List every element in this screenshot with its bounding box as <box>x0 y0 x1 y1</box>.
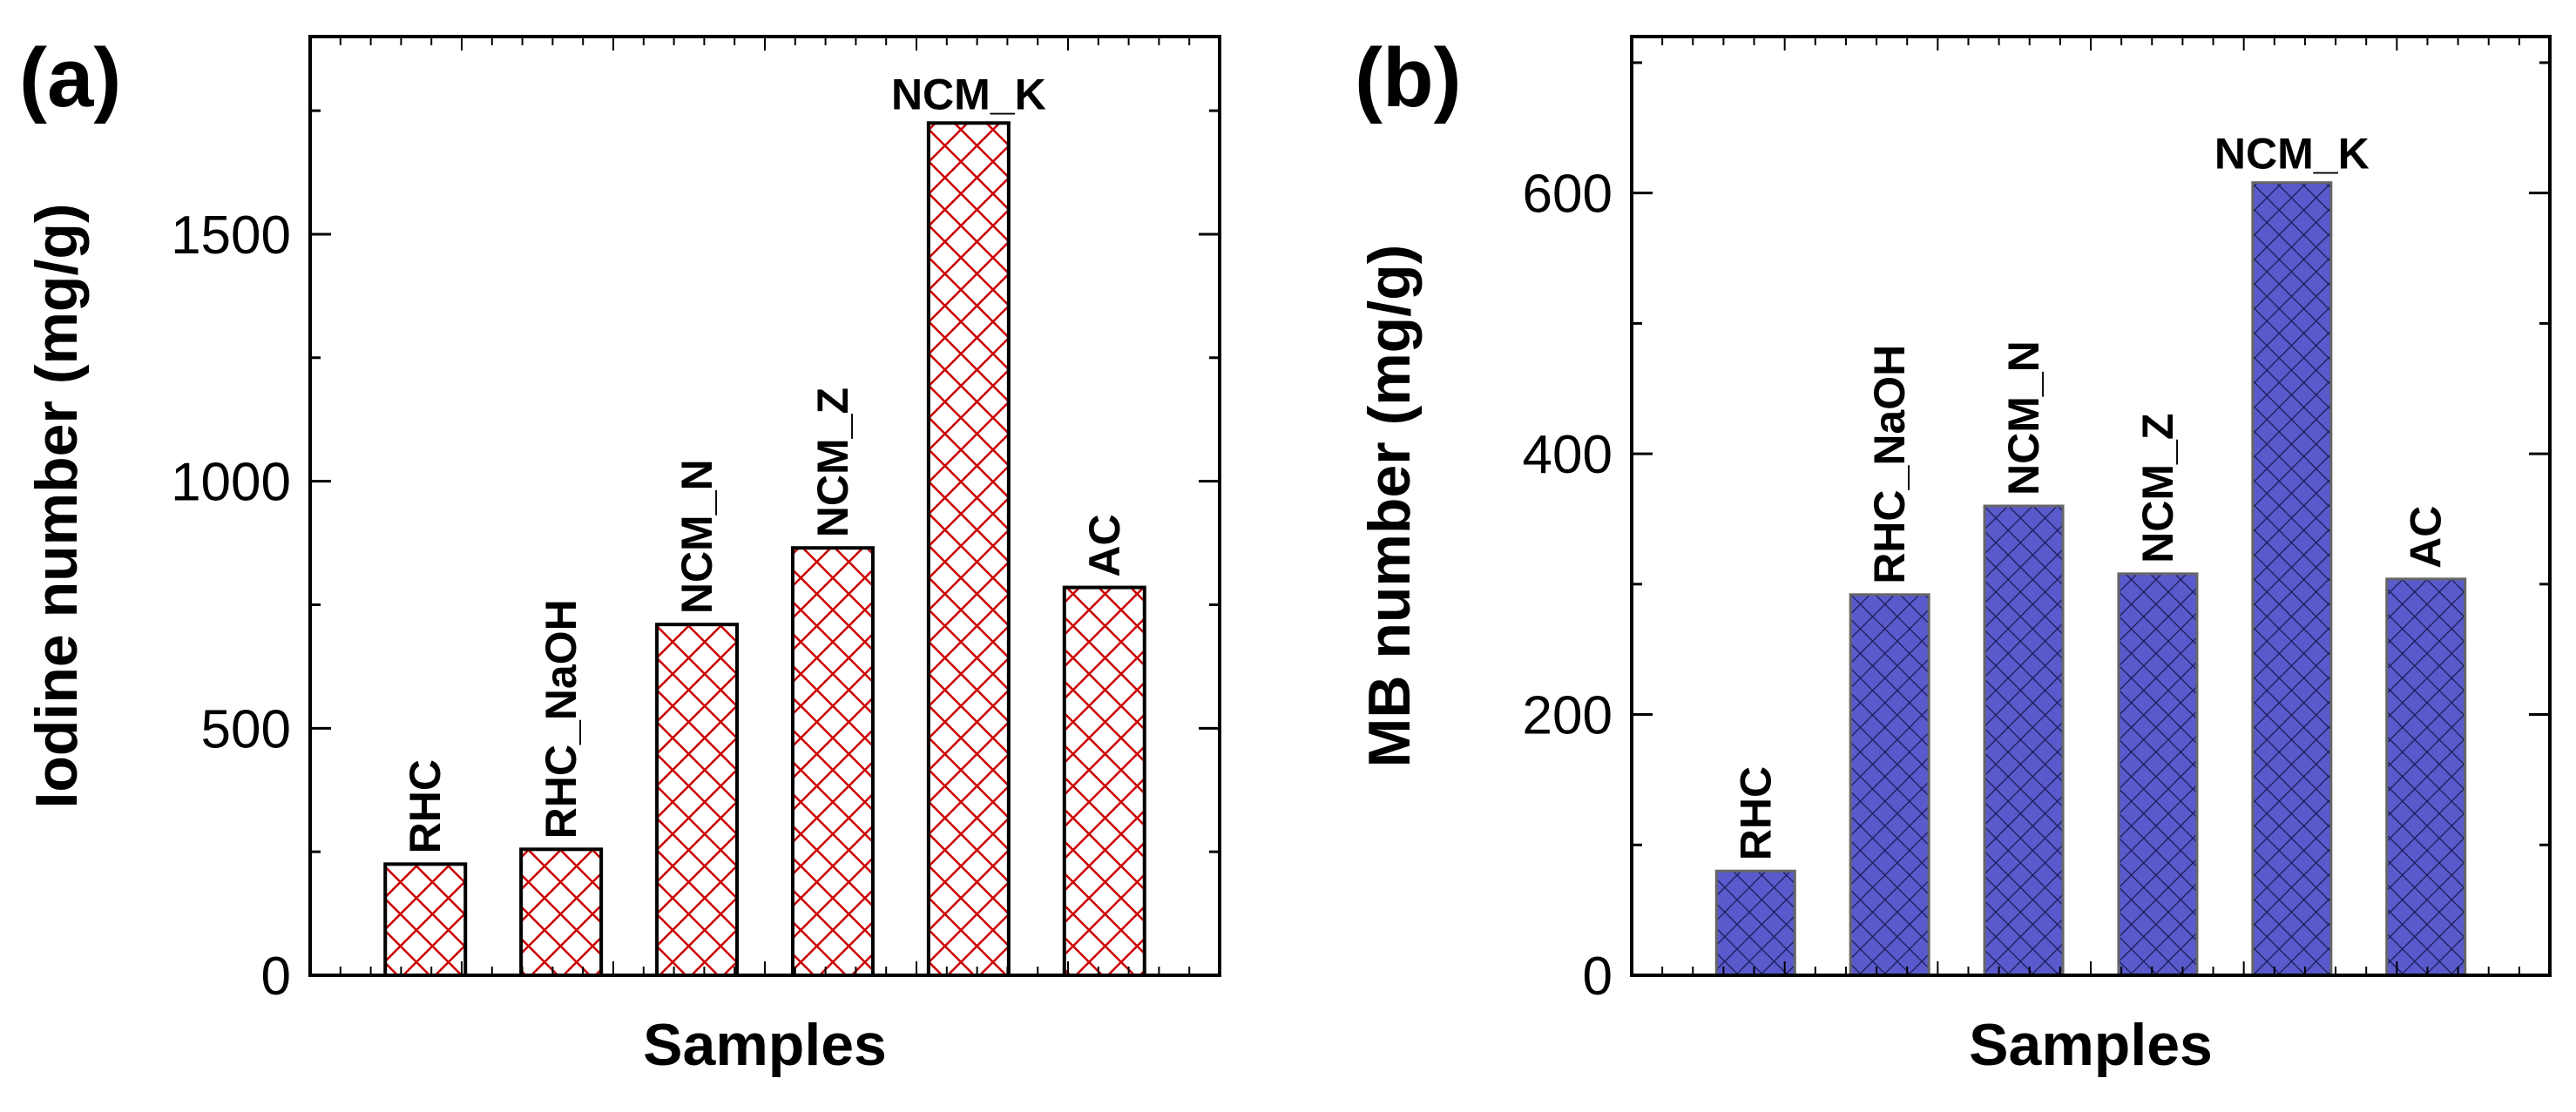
panel-a-y-tick-labels: 0 500 1000 1500 <box>171 206 291 1007</box>
panel-a-y-tick-label: 1000 <box>171 453 291 513</box>
panel-b-x-axis-title: Samples <box>1969 1012 2213 1078</box>
panel-b-bar-label-ncm-k: NCM_K <box>2214 130 2370 179</box>
panel-a-letter: (a) <box>19 31 121 125</box>
panel-b-bars <box>1714 181 2467 977</box>
panel-a-bar-label-ncm-k: NCM_K <box>891 70 1046 118</box>
panel-a: (a) RHC RHC_NaOH NCM_N NCM_Z NCM_K AC 0 500 100… <box>19 31 1221 1078</box>
panel-b-y-ticks <box>1632 61 2550 977</box>
panel-a-bar-ac <box>1062 585 1146 977</box>
panel-a-y-tick-label: 1500 <box>171 206 291 266</box>
panel-a-x-ticks <box>339 37 1191 975</box>
panel-a-y-axis-title: Iodine number (mg/g) <box>24 203 90 808</box>
panel-a-bar-label-rhc: RHC <box>401 759 450 853</box>
panel-b-bar-rhc-naoh <box>1849 593 1930 977</box>
panel-b-bar-label-rhc: RHC <box>1731 766 1780 860</box>
panel-b-bar-label-rhc-naoh: RHC_NaOH <box>1865 345 1914 584</box>
panel-a-bar-ncm-k <box>926 121 1011 977</box>
panel-a-bar-label-ncm-n: NCM_N <box>673 459 721 614</box>
panel-b-y-tick-label: 400 <box>1523 425 1613 485</box>
panel-b-bar-ac <box>2385 577 2467 977</box>
panel-a-bar-label-rhc-naoh: RHC_NaOH <box>537 599 585 839</box>
panel-a-bar-label-ac: AC <box>1080 514 1129 576</box>
panel-a-x-axis-title: Samples <box>643 1012 887 1078</box>
panel-b-bar-rhc <box>1714 869 1796 977</box>
panel-b-bar-ncm-k <box>2251 181 2333 977</box>
panel-a-y-tick-label: 500 <box>201 699 291 759</box>
panel-b-y-axis-title: MB number (mg/g) <box>1356 245 1423 768</box>
panel-b-bar-label-ncm-z: NCM_Z <box>2133 414 2182 563</box>
panel-b-y-tick-label: 600 <box>1523 165 1613 225</box>
panel-b-y-tick-label: 0 <box>1583 947 1613 1007</box>
panel-a-bar-label-ncm-z: NCM_Z <box>808 388 857 537</box>
panel-a-bar-rhc <box>383 862 468 977</box>
panel-b: (b) RHC RHC_NaOH NCM_N NCM_Z NCM_K AC 0 200 400… <box>1355 31 2552 1078</box>
panel-b-x-ticks <box>1661 37 2520 975</box>
panel-b-letter: (b) <box>1355 31 1462 125</box>
panel-b-y-tick-labels: 0 200 400 600 <box>1523 165 1613 1007</box>
panel-a-bar-ncm-z <box>790 546 875 977</box>
panel-a-bar-rhc-naoh <box>519 847 604 977</box>
panel-a-y-tick-label: 0 <box>261 947 291 1007</box>
panel-b-y-tick-label: 200 <box>1523 686 1613 746</box>
panel-a-bar-labels: RHC RHC_NaOH NCM_N NCM_Z NCM_K AC <box>401 70 1129 853</box>
panel-b-bar-ncm-z <box>2117 572 2199 977</box>
panel-a-bars <box>383 121 1146 977</box>
panel-a-y-ticks <box>310 109 1220 977</box>
panel-b-bar-label-ncm-n: NCM_N <box>1999 340 2048 495</box>
panel-b-bar-label-ac: AC <box>2402 506 2451 569</box>
panel-b-bar-labels: RHC RHC_NaOH NCM_N NCM_Z NCM_K AC <box>1731 130 2450 861</box>
panel-b-bar-ncm-n <box>1983 504 2065 977</box>
panel-a-bar-ncm-n <box>655 623 740 977</box>
